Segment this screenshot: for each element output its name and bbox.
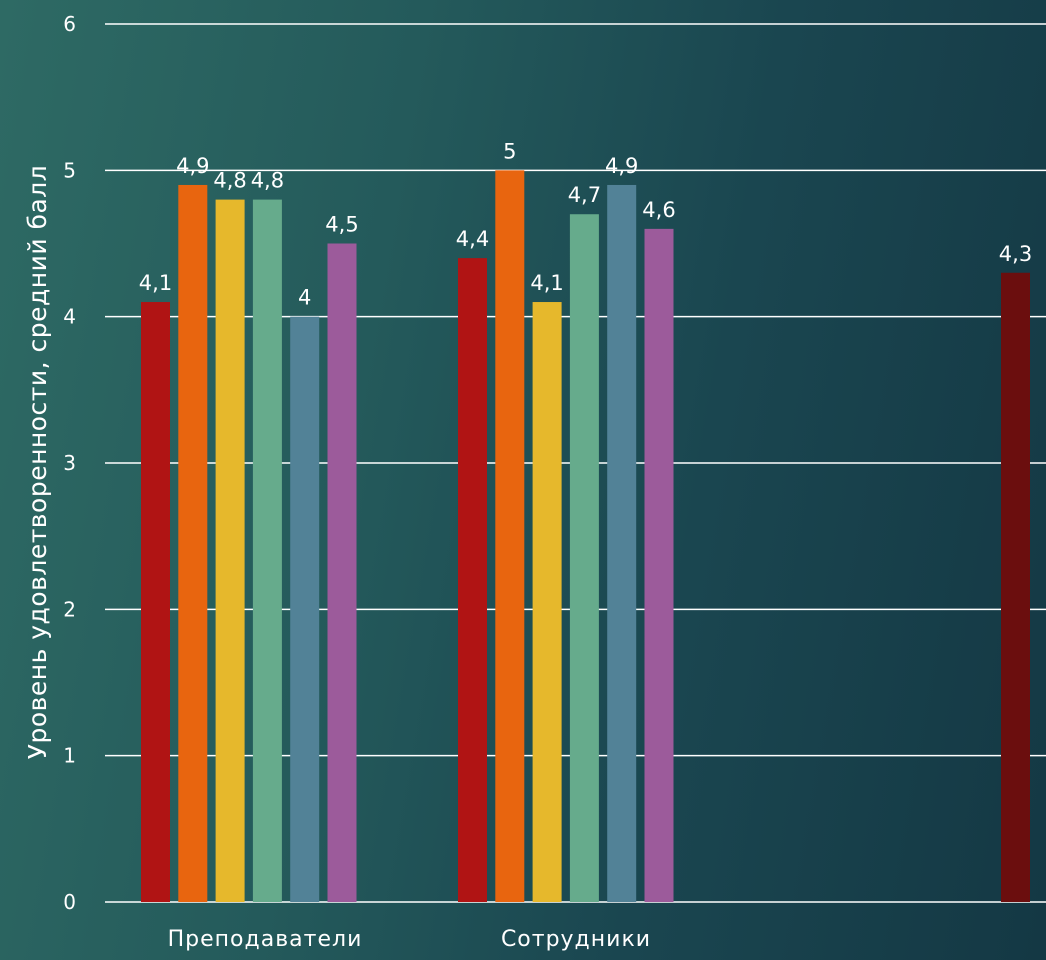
data-labels: 4,14,94,8 4,844,54,454,14,74,94,64,3 <box>139 139 1032 309</box>
bar <box>644 228 674 902</box>
y-tick-label: 4 <box>63 305 76 329</box>
data-label: 4,4 <box>456 227 489 251</box>
bar <box>178 184 208 902</box>
y-tick-label: 5 <box>63 158 76 182</box>
bar <box>327 243 357 902</box>
bar <box>215 199 245 903</box>
data-label: 4,8 <box>213 169 246 193</box>
bar <box>141 302 170 902</box>
data-label: 4,5 <box>325 213 358 237</box>
y-tick-label: 6 <box>63 12 76 36</box>
bar <box>290 316 320 903</box>
data-label: 4,1 <box>530 271 563 295</box>
category-label: Преподаватели <box>168 927 363 952</box>
category-label: Сотрудники <box>501 927 651 952</box>
y-axis-title: Уровень удовлетворенности, средний балл <box>23 165 52 760</box>
category-labels: Преподаватели Сотрудники <box>168 927 651 952</box>
data-label: 4,6 <box>642 198 675 222</box>
bars <box>141 170 1030 903</box>
bar <box>569 214 599 902</box>
data-label: 4,9 <box>605 154 638 178</box>
data-label: 4,9 <box>176 154 209 178</box>
bar <box>1001 272 1030 902</box>
y-tick-label: 0 <box>63 890 76 914</box>
bar <box>607 184 637 902</box>
y-tick-label: 2 <box>63 597 76 621</box>
data-label: 4,1 <box>139 271 172 295</box>
bar <box>532 302 562 902</box>
data-label: 4,3 <box>999 242 1032 266</box>
data-label: 5 <box>503 139 516 163</box>
y-tick-label: 1 <box>63 744 76 768</box>
data-label: 4,8 <box>251 169 284 193</box>
bar <box>252 199 282 903</box>
y-tick-label: 3 <box>63 451 76 475</box>
data-label: 4 <box>298 286 311 310</box>
bar <box>458 258 487 903</box>
data-label: 4,7 <box>568 183 601 207</box>
y-axis-ticks: 0 1 2 3 4 5 6 <box>63 12 76 914</box>
bar <box>495 170 525 903</box>
